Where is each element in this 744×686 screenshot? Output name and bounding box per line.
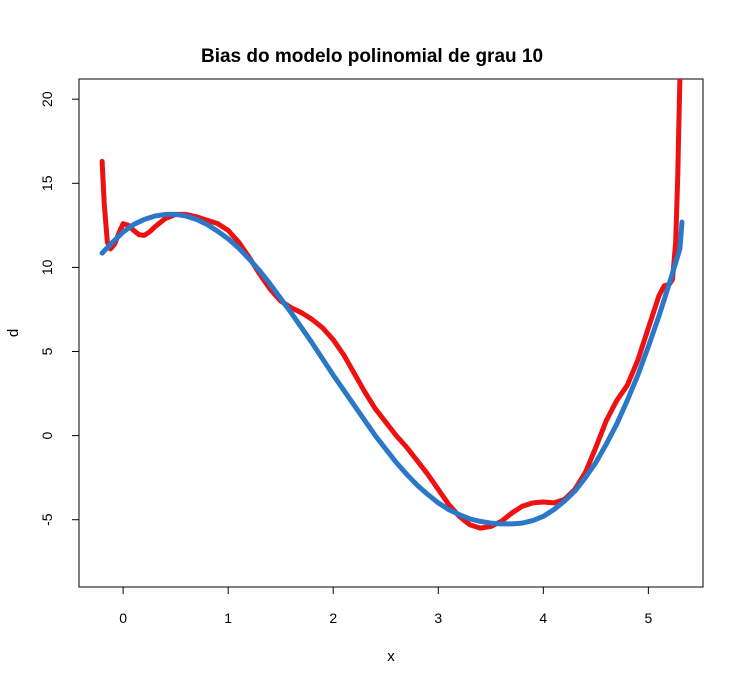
x-axis: 0 1 2 3 4 5 <box>119 586 652 626</box>
x-tick-label: 2 <box>329 610 337 626</box>
y-tick-label: 15 <box>39 175 55 191</box>
y-tick-label: 0 <box>39 432 55 440</box>
y-axis-title: d <box>5 329 22 337</box>
y-tick-label: 10 <box>39 259 55 275</box>
series-line-2 <box>99 211 685 527</box>
y-tick-label: 5 <box>39 347 55 355</box>
plot-area <box>78 78 704 588</box>
x-tick-label: 1 <box>224 610 232 626</box>
y-tick-label: 20 <box>39 91 55 107</box>
x-axis-title: x <box>387 648 395 665</box>
series-group <box>99 79 685 531</box>
x-tick-label: 5 <box>644 610 652 626</box>
x-tick-label: 4 <box>539 610 547 626</box>
chart-title: Bias do modelo polinomial de grau 10 <box>201 46 543 67</box>
series-line-1 <box>99 79 683 531</box>
y-axis: -5 0 5 10 15 20 <box>39 91 80 526</box>
x-tick-label: 0 <box>119 610 127 626</box>
x-tick-label: 3 <box>434 610 442 626</box>
y-tick-label: -5 <box>39 513 55 526</box>
